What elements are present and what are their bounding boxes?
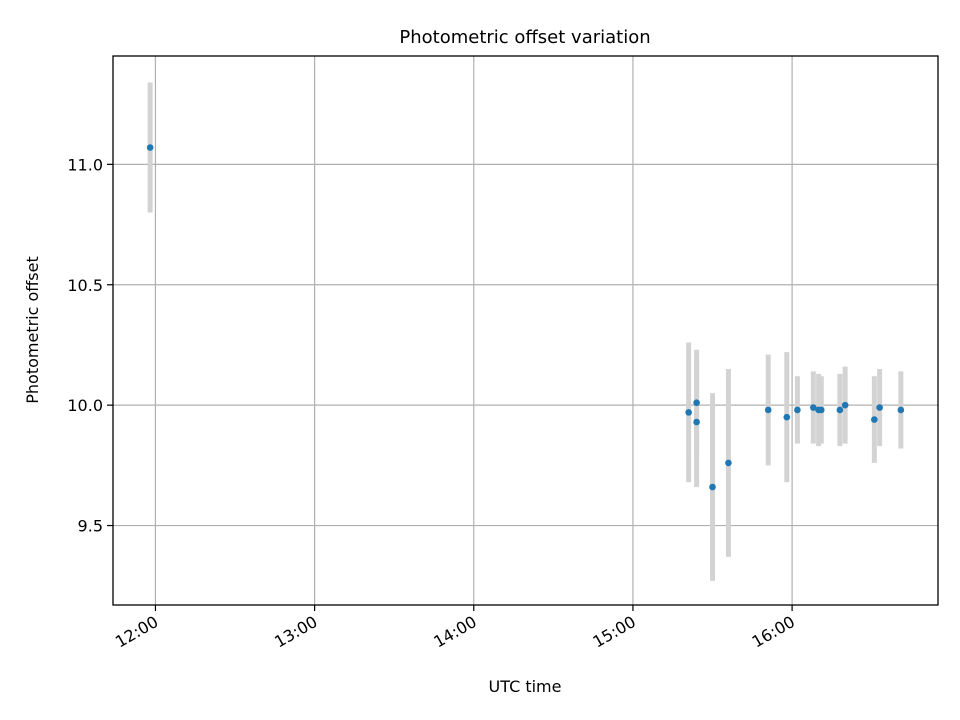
data-point	[836, 406, 844, 414]
data-point	[693, 418, 700, 426]
data-point	[783, 413, 791, 421]
y-tick-label: 11.0	[67, 155, 103, 174]
data-point	[685, 409, 692, 416]
chart-title: Photometric offset variation	[399, 27, 650, 48]
x-tick-label: 15:00	[590, 612, 639, 652]
y-axis-label: Photometric offset	[23, 256, 42, 404]
error-bars	[147, 82, 904, 581]
data-point	[876, 404, 883, 411]
x-tick-label: 16:00	[749, 612, 798, 652]
x-tick-label: 12:00	[112, 612, 161, 652]
data-point	[146, 144, 154, 151]
y-tick-label: 10.5	[67, 276, 103, 295]
data-points	[146, 144, 905, 491]
x-tick-label: 14:00	[430, 612, 479, 652]
data-point	[817, 406, 825, 414]
grid	[113, 56, 938, 605]
x-axis-label: UTC time	[489, 677, 562, 696]
x-tick-label: 13:00	[271, 612, 320, 652]
data-point	[897, 406, 905, 414]
data-point	[810, 404, 817, 411]
data-point	[841, 401, 849, 409]
data-point	[725, 459, 732, 467]
data-point	[764, 406, 772, 414]
y-axis-ticks: 9.5 10.0 10.5 11.0	[67, 155, 113, 536]
plot-frame	[112, 55, 939, 606]
data-point	[871, 416, 878, 423]
data-point	[794, 406, 801, 414]
y-tick-label: 9.5	[78, 517, 103, 536]
data-point	[693, 399, 700, 407]
x-axis-ticks: 12:00 13:00 14:00 15:00 16:00	[112, 605, 798, 652]
y-tick-label: 10.0	[67, 396, 103, 415]
data-point	[709, 483, 716, 491]
